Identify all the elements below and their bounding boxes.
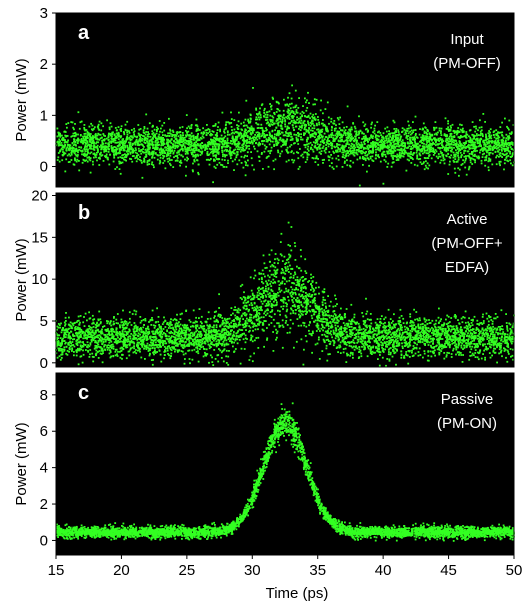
panel-annotation-b: (PM-OFF+: [431, 235, 502, 252]
y-tick-label: 6: [40, 423, 48, 440]
x-tick-label: 40: [375, 562, 392, 579]
panel-annotation-a: Input: [450, 31, 484, 48]
x-tick-label: 15: [48, 562, 65, 579]
panel-letter-a: a: [78, 22, 90, 44]
y-axis-label-c: Power (mW): [13, 422, 30, 505]
y-tick-label: 8: [40, 387, 48, 404]
x-tick-label: 30: [244, 562, 261, 579]
y-tick-label: 2: [40, 496, 48, 513]
y-tick-label: 4: [40, 460, 48, 477]
panel-b: 0 5 10 15 20 Power (mW) b Active (PM-OFF+ EDFA): [13, 188, 515, 372]
axes-frame-b: [55, 192, 515, 368]
panel-annotation-c: Passive: [441, 391, 494, 408]
y-tick-label: 0: [40, 159, 48, 176]
plot-area-a: [56, 13, 514, 187]
panel-annotation-c: (PM-ON): [437, 415, 497, 432]
x-axis-label: Time (ps): [266, 585, 329, 602]
x-tick-label: 50: [506, 562, 523, 579]
panel-letter-c: c: [78, 382, 89, 404]
x-tick-label: 25: [179, 562, 196, 579]
axes-frame-a: [55, 12, 515, 188]
panel-annotation-b: Active: [447, 211, 488, 228]
y-tick-label: 1: [40, 107, 48, 124]
panel-c: 0 2 4 6 8 15 20 25 30 35 40 45 50 Power (mW) c Passive (…: [13, 372, 523, 579]
y-tick-label: 2: [40, 56, 48, 73]
axes-frame-c: [55, 372, 515, 556]
panel-annotation-b: EDFA): [445, 259, 489, 276]
y-tick-label: 20: [31, 188, 48, 205]
y-axis-label-a: Power (mW): [13, 58, 30, 141]
scatter-points-a: [55, 84, 515, 187]
panel-annotation-a: (PM-OFF): [433, 55, 500, 72]
scatter-points-c: [55, 402, 515, 542]
panel-a: 0 1 2 3 Power (mW) a Input (PM-OFF): [13, 5, 515, 188]
y-tick-label: 10: [31, 271, 48, 288]
x-tick-label: 35: [309, 562, 326, 579]
x-tick-label: 20: [113, 562, 130, 579]
y-tick-label: 3: [40, 5, 48, 22]
plot-area-c: [56, 373, 514, 555]
y-tick-label: 0: [40, 532, 48, 549]
y-tick-label: 5: [40, 313, 48, 330]
x-tick-label: 45: [440, 562, 457, 579]
y-tick-label: 0: [40, 355, 48, 372]
y-tick-label: 15: [31, 229, 48, 246]
panel-letter-b: b: [78, 202, 90, 224]
y-axis-label-b: Power (mW): [13, 238, 30, 321]
